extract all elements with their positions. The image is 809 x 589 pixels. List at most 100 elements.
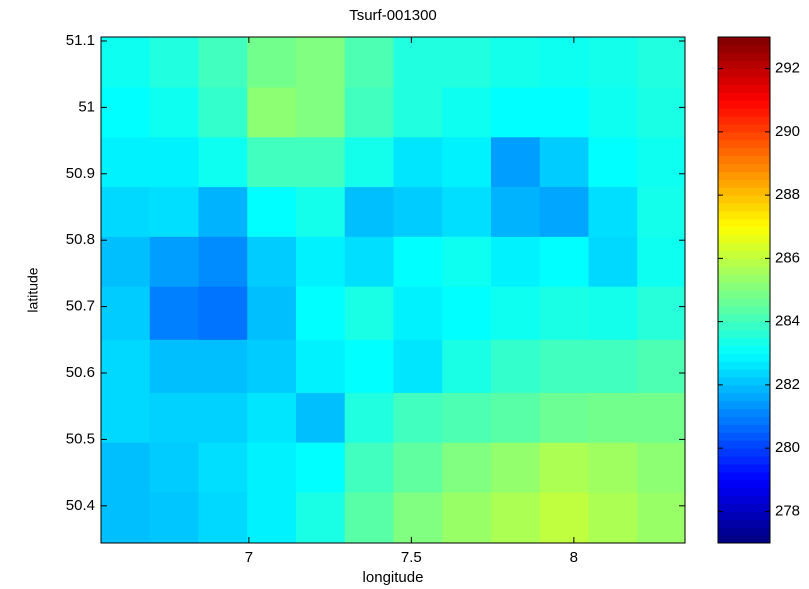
heat-cell — [442, 339, 492, 394]
colorbar-band — [718, 155, 770, 164]
colorbar-band — [718, 131, 770, 141]
colorbar-band — [718, 171, 770, 180]
colorbar-band — [718, 218, 770, 228]
plot-frame — [100, 36, 686, 544]
colorbar-band — [718, 392, 770, 402]
heat-cell — [442, 137, 492, 188]
x-axis-label: longitude — [363, 569, 424, 586]
y-tick-label: 51.1 — [66, 32, 95, 49]
heat-cell — [344, 492, 394, 544]
colorbar-band — [718, 400, 770, 410]
colorbar-band — [718, 84, 770, 93]
colorbar-band — [718, 527, 770, 536]
heat-cell — [344, 442, 394, 494]
heat-cell — [198, 492, 248, 544]
colorbar-band — [718, 139, 770, 149]
colorbar-band — [718, 503, 770, 512]
heat-cell — [539, 236, 589, 288]
heat-cell — [295, 392, 346, 444]
colorbar-band — [718, 123, 770, 133]
colorbar-band — [718, 37, 770, 46]
heat-cell — [588, 286, 638, 341]
heat-cell — [149, 339, 199, 394]
colorbar-band — [718, 321, 770, 331]
heat-cell — [539, 187, 589, 238]
heat-cell — [198, 236, 248, 288]
colorbar-band — [718, 226, 770, 236]
colorbar-band — [718, 440, 770, 449]
colorbar-band — [718, 60, 770, 70]
y-axis-label: latitude — [25, 267, 41, 312]
heat-cell — [101, 392, 151, 444]
colorbar-band — [718, 519, 770, 528]
colorbar-band — [718, 305, 770, 315]
heat-cell — [149, 392, 199, 444]
heat-cell — [393, 37, 443, 88]
heat-cell — [344, 87, 394, 138]
heat-cell — [198, 87, 248, 138]
colorbar-band — [718, 44, 770, 54]
colorbar-band — [718, 52, 770, 62]
colorbar-band — [718, 68, 770, 78]
heat-cell — [149, 236, 199, 288]
heat-cell — [198, 442, 248, 494]
colorbar-tick-label: 280 — [775, 439, 800, 456]
x-tick-label: 7.5 — [401, 549, 422, 566]
heat-cell — [490, 187, 541, 238]
heat-cell — [247, 442, 297, 494]
heat-cell — [393, 187, 443, 238]
heat-cell — [295, 187, 346, 238]
heat-cell — [539, 339, 589, 394]
heat-cell — [588, 187, 638, 238]
chart-title: Tsurf-001300 — [349, 7, 437, 24]
colorbar-tick-label: 278 — [775, 502, 800, 519]
heat-cell — [101, 187, 151, 238]
colorbar-band — [718, 353, 770, 362]
heat-cell — [539, 286, 589, 341]
colorbar-band — [718, 424, 770, 433]
heat-cell — [198, 37, 248, 88]
heat-cell — [295, 492, 346, 544]
colorbar-tick-label: 284 — [775, 313, 800, 330]
heat-cell — [198, 187, 248, 238]
heat-cell — [490, 137, 541, 188]
heat-cell — [101, 87, 151, 138]
colorbar-band — [718, 290, 770, 299]
heat-cell — [442, 187, 492, 238]
heat-cell — [393, 286, 443, 341]
colorbar-band — [718, 242, 770, 251]
heat-cell — [247, 492, 297, 544]
colorbar-band — [718, 258, 770, 267]
heat-cell — [149, 137, 199, 188]
y-tick-label: 50.8 — [66, 231, 95, 248]
heat-cell — [637, 286, 686, 341]
heat-cell — [393, 392, 443, 444]
heat-cell — [490, 286, 541, 341]
colorbar-band — [718, 408, 770, 417]
heat-cell — [588, 492, 638, 544]
colorbar-band — [718, 297, 770, 307]
heat-cell — [393, 492, 443, 544]
heat-cell — [198, 137, 248, 188]
colorbar-band — [718, 274, 770, 283]
colorbar-band — [718, 163, 770, 172]
colorbar-band — [718, 471, 770, 481]
colorbar-band — [718, 376, 770, 386]
heat-cell — [295, 442, 346, 494]
heat-cell — [393, 87, 443, 138]
colorbar — [718, 37, 770, 544]
heatmap — [101, 37, 686, 544]
heat-cell — [490, 236, 541, 288]
colorbar-band — [718, 76, 770, 85]
heat-cell — [198, 392, 248, 444]
heat-cell — [637, 492, 686, 544]
heat-cell — [198, 339, 248, 394]
heat-cell — [247, 87, 297, 138]
colorbar-band — [718, 210, 770, 220]
colorbar-band — [718, 535, 770, 544]
heat-cell — [344, 392, 394, 444]
heat-cell — [490, 492, 541, 544]
heat-cell — [344, 37, 394, 88]
y-tick-label: 50.7 — [66, 298, 95, 315]
heat-cell — [442, 236, 492, 288]
